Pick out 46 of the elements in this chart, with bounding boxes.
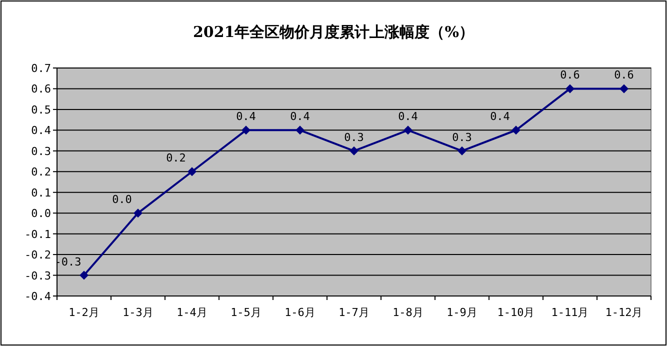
chart-title: 2021年全区物价月度累计上涨幅度（%） — [192, 23, 474, 41]
y-tick-label: 0.3 — [31, 144, 51, 158]
y-tick-label: 0.0 — [31, 207, 51, 220]
point — [80, 270, 88, 280]
y-tick-label: 0.1 — [31, 186, 51, 200]
data-label: -0.3 — [54, 255, 82, 268]
point — [188, 167, 196, 176]
y-tick-label: 0.6 — [31, 82, 51, 96]
x-tick-label: 1-11月 — [551, 306, 589, 319]
data-label: 0.4 — [236, 110, 256, 124]
data-label: 0.2 — [166, 152, 186, 165]
y-tick-label: -0.1 — [24, 228, 51, 241]
point — [350, 146, 358, 156]
data-label: 0.3 — [344, 130, 364, 144]
point — [404, 126, 412, 135]
data-label: 0.4 — [490, 110, 510, 124]
x-tick-label: 1-4月 — [176, 306, 208, 319]
point — [242, 126, 250, 135]
point — [296, 126, 304, 135]
y-tick-label: 0.5 — [31, 103, 51, 116]
y-tick-label: 0.4 — [31, 124, 52, 138]
y-tick-label: -0.2 — [24, 248, 51, 262]
x-tick-label: 1-5月 — [230, 306, 262, 319]
x-tick-label: 1-9月 — [446, 306, 478, 319]
y-tick-label: 0.2 — [31, 166, 51, 179]
data-label: 0.4 — [398, 110, 418, 124]
point — [134, 208, 142, 218]
x-tick-label: 1-10月 — [497, 306, 535, 319]
x-tick-label: 1-8月 — [392, 306, 424, 319]
x-tick-label: 1-6月 — [284, 306, 316, 319]
y-tick-label: 0.7 — [31, 62, 51, 75]
y-tick-label: -0.4 — [24, 290, 52, 303]
x-tick-label: 1-2月 — [68, 306, 100, 319]
x-tick-label: 1-7月 — [338, 306, 370, 319]
data-label: 0.0 — [112, 193, 132, 206]
data-label: 0.4 — [290, 110, 310, 124]
data-label: 0.3 — [452, 130, 472, 144]
point — [620, 84, 628, 94]
point — [566, 84, 574, 94]
x-tick-label: 1-3月 — [122, 306, 154, 319]
y-tick-label: -0.3 — [24, 269, 51, 282]
data-label: 0.6 — [614, 68, 634, 82]
x-tick-label: 1-12月 — [605, 306, 643, 319]
point — [512, 126, 520, 135]
data-label: 0.6 — [560, 68, 580, 82]
point — [458, 146, 466, 156]
